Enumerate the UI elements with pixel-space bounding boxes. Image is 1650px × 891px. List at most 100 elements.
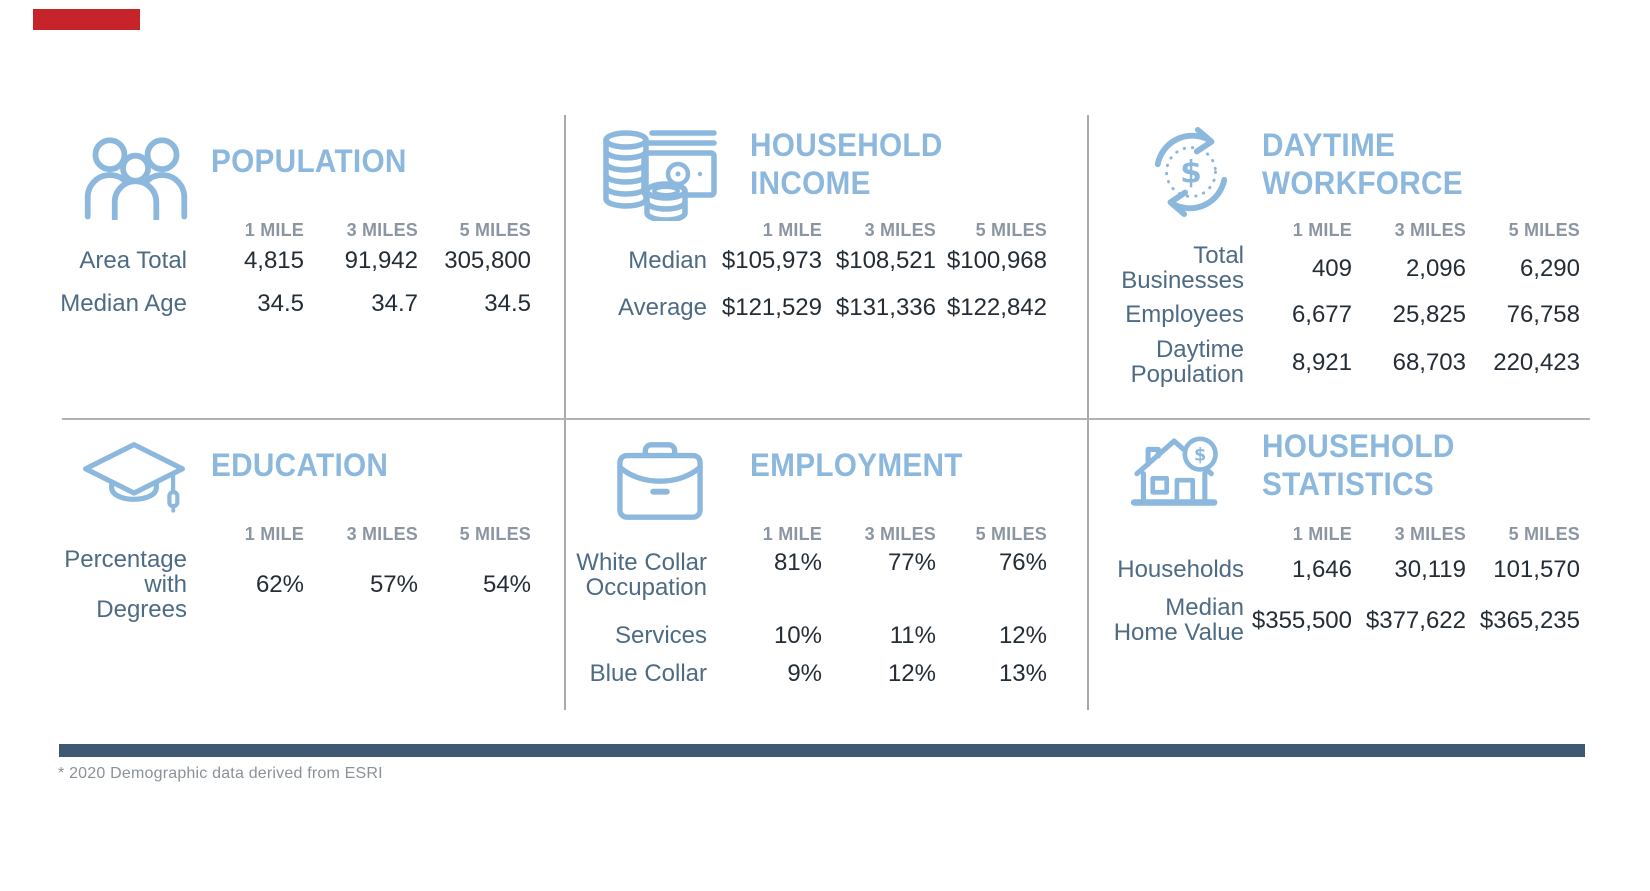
value: 220,423 bbox=[1493, 348, 1580, 376]
panel-title: POPULATION bbox=[211, 143, 407, 179]
table-row: Daytime Population 8,921 68,703 220,423 bbox=[1088, 335, 1590, 389]
value: $131,336 bbox=[835, 293, 936, 321]
value: 57% bbox=[369, 571, 418, 598]
table-row: Households 1,646 30,119 101,570 bbox=[1088, 547, 1590, 591]
column-header: 3 MILES bbox=[1394, 523, 1466, 544]
education-table: 1 MILE 3 MILES 5 MILES Percentage with De… bbox=[60, 521, 565, 623]
column-headers: 1 MILE 3 MILES 5 MILES bbox=[1088, 521, 1590, 547]
row-label: Average bbox=[618, 293, 707, 321]
column-headers: 1 MILE 3 MILES 5 MILES bbox=[60, 521, 565, 547]
value: 11% bbox=[889, 621, 936, 649]
value: 1,646 bbox=[1291, 555, 1352, 583]
value: 34.5 bbox=[484, 289, 531, 317]
table-row: Services 10% 11% 12% bbox=[565, 616, 1088, 654]
vertical-divider bbox=[564, 115, 566, 710]
row-label: Households bbox=[1117, 555, 1244, 583]
value: 12% bbox=[887, 659, 936, 687]
value: 9% bbox=[787, 659, 822, 687]
column-header: 5 MILES bbox=[1508, 523, 1580, 544]
house-dollar-icon: $ bbox=[1124, 429, 1228, 509]
column-header: 5 MILES bbox=[459, 523, 531, 544]
row-label: Daytime Population bbox=[1130, 336, 1244, 388]
household-income-table: 1 MILE 3 MILES 5 MILES Median $105,973 $… bbox=[565, 217, 1088, 337]
column-headers: 1 MILE 3 MILES 5 MILES bbox=[1088, 217, 1590, 243]
table-row: Median Age 34.5 34.7 34.5 bbox=[60, 277, 565, 329]
household-statistics-table: 1 MILE 3 MILES 5 MILES Households 1,646 … bbox=[1088, 521, 1590, 649]
value: 409 bbox=[1311, 254, 1352, 282]
row-label: Median bbox=[628, 246, 707, 274]
value: $122,842 bbox=[946, 293, 1047, 321]
column-headers: 1 MILE 3 MILES 5 MILES bbox=[565, 521, 1088, 547]
column-header: 3 MILES bbox=[1394, 219, 1466, 240]
value: 6,290 bbox=[1519, 254, 1580, 282]
briefcase-icon bbox=[610, 437, 710, 523]
table-row: Blue Collar 9% 12% 13% bbox=[565, 654, 1088, 692]
value: 2,096 bbox=[1405, 254, 1466, 282]
row-label: Percentage with Degrees bbox=[64, 546, 187, 623]
data-source-footnote: * 2020 Demographic data derived from ESR… bbox=[58, 765, 383, 782]
value: 91,942 bbox=[344, 246, 418, 274]
value: 6,677 bbox=[1291, 300, 1352, 328]
cycle-dollar-icon: $ bbox=[1146, 127, 1236, 217]
people-icon bbox=[80, 130, 192, 220]
column-header: 3 MILES bbox=[864, 219, 936, 240]
table-row: Median $105,973 $108,521 $100,968 bbox=[565, 243, 1088, 277]
employment-table: 1 MILE 3 MILES 5 MILES White Collar Occup… bbox=[565, 521, 1088, 692]
column-header: 3 MILES bbox=[864, 523, 936, 544]
column-header: 1 MILE bbox=[244, 219, 304, 240]
panel-title: HOUSEHOLD INCOME bbox=[750, 127, 943, 201]
value: 77% bbox=[887, 549, 936, 576]
column-header: 3 MILES bbox=[346, 219, 418, 240]
value: 62% bbox=[255, 571, 304, 598]
panel-title: DAYTIME WORKFORCE bbox=[1262, 127, 1463, 201]
row-label: Median Age bbox=[60, 289, 187, 317]
value: 305,800 bbox=[444, 246, 531, 274]
table-row: Area Total 4,815 91,942 305,800 bbox=[60, 243, 565, 277]
value: $108,521 bbox=[835, 246, 936, 274]
panel-title: HOUSEHOLD STATISTICS bbox=[1262, 428, 1455, 502]
value: $377,622 bbox=[1365, 606, 1466, 634]
row-label: Services bbox=[614, 621, 707, 649]
table-row: White Collar Occupation 81% 77% 76% bbox=[565, 547, 1088, 616]
value: $100,968 bbox=[946, 246, 1047, 274]
svg-text:$: $ bbox=[1194, 446, 1206, 466]
vertical-divider bbox=[1087, 115, 1089, 710]
row-label: Blue Collar bbox=[589, 659, 707, 687]
value: $355,500 bbox=[1251, 606, 1352, 634]
column-header: 5 MILES bbox=[1508, 219, 1580, 240]
column-header: 1 MILE bbox=[1292, 219, 1352, 240]
value: $105,973 bbox=[721, 246, 822, 274]
column-headers: 1 MILE 3 MILES 5 MILES bbox=[565, 217, 1088, 243]
value: 101,570 bbox=[1493, 555, 1580, 583]
daytime-workforce-table: 1 MILE 3 MILES 5 MILES Total Businesses 4… bbox=[1088, 217, 1590, 389]
value: 4,815 bbox=[243, 246, 304, 274]
value: 68,703 bbox=[1392, 348, 1466, 376]
column-header: 1 MILE bbox=[762, 523, 822, 544]
table-row: Median Home Value $355,500 $377,622 $365,… bbox=[1088, 591, 1590, 649]
value: 54% bbox=[482, 571, 531, 598]
value: 10% bbox=[773, 621, 822, 649]
row-label: Area Total bbox=[79, 246, 187, 274]
panel-title: EDUCATION bbox=[211, 447, 389, 483]
svg-text:$: $ bbox=[1180, 155, 1202, 191]
population-table: 1 MILE 3 MILES 5 MILES Area Total 4,815 … bbox=[60, 217, 565, 329]
table-row: Average $121,529 $131,336 $122,842 bbox=[565, 277, 1088, 337]
column-header: 5 MILES bbox=[459, 219, 531, 240]
column-headers: 1 MILE 3 MILES 5 MILES bbox=[60, 217, 565, 243]
value: $365,235 bbox=[1479, 606, 1580, 634]
value: 30,119 bbox=[1394, 555, 1466, 583]
graduation-cap-icon bbox=[80, 439, 188, 521]
row-label: Employees bbox=[1125, 300, 1244, 328]
value: 34.7 bbox=[371, 289, 418, 317]
value: 8,921 bbox=[1291, 348, 1352, 376]
money-icon bbox=[599, 123, 719, 221]
value: 76,758 bbox=[1506, 300, 1580, 328]
column-header: 1 MILE bbox=[1292, 523, 1352, 544]
table-row: Percentage with Degrees 62% 57% 54% bbox=[60, 547, 565, 622]
table-row: Employees 6,677 25,825 76,758 bbox=[1088, 293, 1590, 335]
bottom-accent-bar bbox=[59, 744, 1585, 757]
red-logo-mark bbox=[33, 9, 140, 30]
table-row: Total Businesses 409 2,096 6,290 bbox=[1088, 243, 1590, 293]
value: 25,825 bbox=[1392, 300, 1466, 328]
row-label: Total Businesses bbox=[1121, 242, 1244, 294]
